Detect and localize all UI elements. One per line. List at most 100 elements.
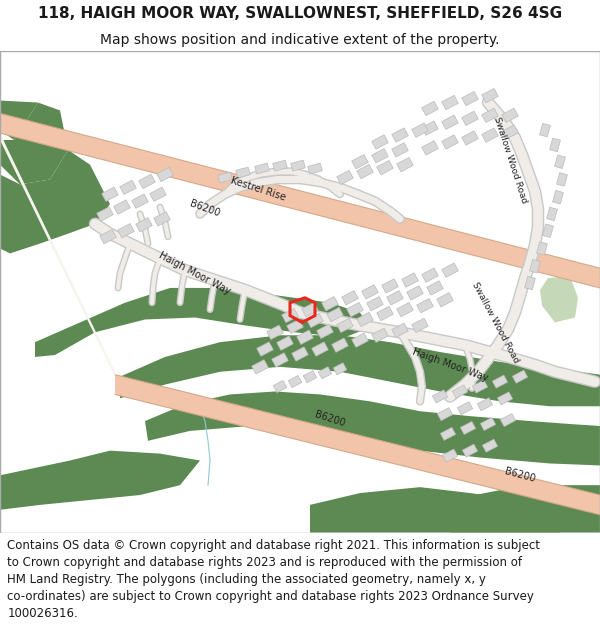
Polygon shape xyxy=(442,135,458,149)
Polygon shape xyxy=(272,160,287,171)
Polygon shape xyxy=(257,342,273,356)
Polygon shape xyxy=(312,342,328,356)
Polygon shape xyxy=(422,101,438,116)
Polygon shape xyxy=(422,268,438,282)
Polygon shape xyxy=(310,487,560,532)
Polygon shape xyxy=(327,308,343,322)
Polygon shape xyxy=(236,167,250,178)
Polygon shape xyxy=(547,208,557,221)
Polygon shape xyxy=(452,385,467,398)
Polygon shape xyxy=(35,288,370,357)
Polygon shape xyxy=(352,333,368,348)
Polygon shape xyxy=(287,319,303,334)
Text: to Crown copyright and database rights 2023 and is reproduced with the permissio: to Crown copyright and database rights 2… xyxy=(7,556,522,569)
Polygon shape xyxy=(557,173,568,186)
Polygon shape xyxy=(272,352,288,367)
Text: Haigh Moor Way: Haigh Moor Way xyxy=(157,250,233,296)
Polygon shape xyxy=(267,325,283,339)
Polygon shape xyxy=(0,101,38,140)
Polygon shape xyxy=(422,141,438,155)
Polygon shape xyxy=(154,212,170,226)
Polygon shape xyxy=(553,191,563,204)
Polygon shape xyxy=(392,323,408,338)
Polygon shape xyxy=(132,194,148,208)
Polygon shape xyxy=(317,324,333,339)
Polygon shape xyxy=(512,370,527,383)
Text: Contains OS data © Crown copyright and database right 2021. This information is : Contains OS data © Crown copyright and d… xyxy=(7,539,540,552)
Polygon shape xyxy=(0,113,600,288)
Polygon shape xyxy=(392,142,408,157)
Text: Kestrel Rise: Kestrel Rise xyxy=(229,176,287,203)
Polygon shape xyxy=(442,96,458,110)
Polygon shape xyxy=(97,207,113,221)
Text: B6200: B6200 xyxy=(503,466,536,484)
Polygon shape xyxy=(100,229,116,244)
Polygon shape xyxy=(102,187,118,201)
Text: HM Land Registry. The polygons (including the associated geometry, namely x, y: HM Land Registry. The polygons (includin… xyxy=(7,573,486,586)
Polygon shape xyxy=(554,155,565,168)
Polygon shape xyxy=(397,302,413,317)
Polygon shape xyxy=(252,359,268,374)
Polygon shape xyxy=(145,391,600,466)
Polygon shape xyxy=(115,375,600,515)
Polygon shape xyxy=(150,187,166,201)
Polygon shape xyxy=(333,362,347,375)
Polygon shape xyxy=(417,299,433,313)
Polygon shape xyxy=(157,168,173,182)
Polygon shape xyxy=(322,296,338,311)
Polygon shape xyxy=(377,306,393,321)
Polygon shape xyxy=(463,444,478,457)
Polygon shape xyxy=(337,171,353,184)
Polygon shape xyxy=(118,224,134,238)
Polygon shape xyxy=(402,273,418,288)
Polygon shape xyxy=(332,338,348,352)
Polygon shape xyxy=(440,428,455,441)
Polygon shape xyxy=(382,279,398,293)
Text: co-ordinates) are subject to Crown copyright and database rights 2023 Ordnance S: co-ordinates) are subject to Crown copyr… xyxy=(7,590,534,603)
Polygon shape xyxy=(352,154,368,169)
Text: Swallow Wood Road: Swallow Wood Road xyxy=(492,116,528,204)
Polygon shape xyxy=(502,108,518,122)
Polygon shape xyxy=(392,128,408,142)
Polygon shape xyxy=(481,418,496,431)
Polygon shape xyxy=(407,286,423,300)
Polygon shape xyxy=(139,174,155,189)
Polygon shape xyxy=(114,200,130,214)
Polygon shape xyxy=(422,121,438,136)
Polygon shape xyxy=(397,158,413,172)
Polygon shape xyxy=(318,367,332,379)
Polygon shape xyxy=(290,160,305,171)
Polygon shape xyxy=(540,276,578,322)
Polygon shape xyxy=(120,335,600,406)
Polygon shape xyxy=(372,328,388,342)
Polygon shape xyxy=(482,108,498,122)
Polygon shape xyxy=(462,131,478,145)
Polygon shape xyxy=(427,281,443,295)
Text: Swallow Wood Road: Swallow Wood Road xyxy=(470,281,520,364)
Polygon shape xyxy=(482,128,498,142)
Polygon shape xyxy=(530,259,541,273)
Polygon shape xyxy=(120,180,136,194)
Polygon shape xyxy=(372,149,388,163)
Polygon shape xyxy=(367,296,383,311)
Polygon shape xyxy=(524,276,535,290)
Text: 118, HAIGH MOOR WAY, SWALLOWNEST, SHEFFIELD, S26 4SG: 118, HAIGH MOOR WAY, SWALLOWNEST, SHEFFI… xyxy=(38,6,562,21)
Polygon shape xyxy=(539,123,550,137)
Text: B6200: B6200 xyxy=(188,199,221,219)
Polygon shape xyxy=(433,390,448,403)
Polygon shape xyxy=(412,123,428,138)
Polygon shape xyxy=(282,308,298,322)
Polygon shape xyxy=(307,313,323,328)
Polygon shape xyxy=(347,302,363,317)
Polygon shape xyxy=(442,449,458,462)
Polygon shape xyxy=(437,292,453,307)
Polygon shape xyxy=(387,291,403,305)
Polygon shape xyxy=(437,408,452,421)
Polygon shape xyxy=(442,263,458,278)
Text: 100026316.: 100026316. xyxy=(7,608,78,621)
Polygon shape xyxy=(502,125,518,139)
Polygon shape xyxy=(472,380,488,393)
Polygon shape xyxy=(136,217,152,232)
Polygon shape xyxy=(218,172,232,183)
Polygon shape xyxy=(412,318,428,332)
